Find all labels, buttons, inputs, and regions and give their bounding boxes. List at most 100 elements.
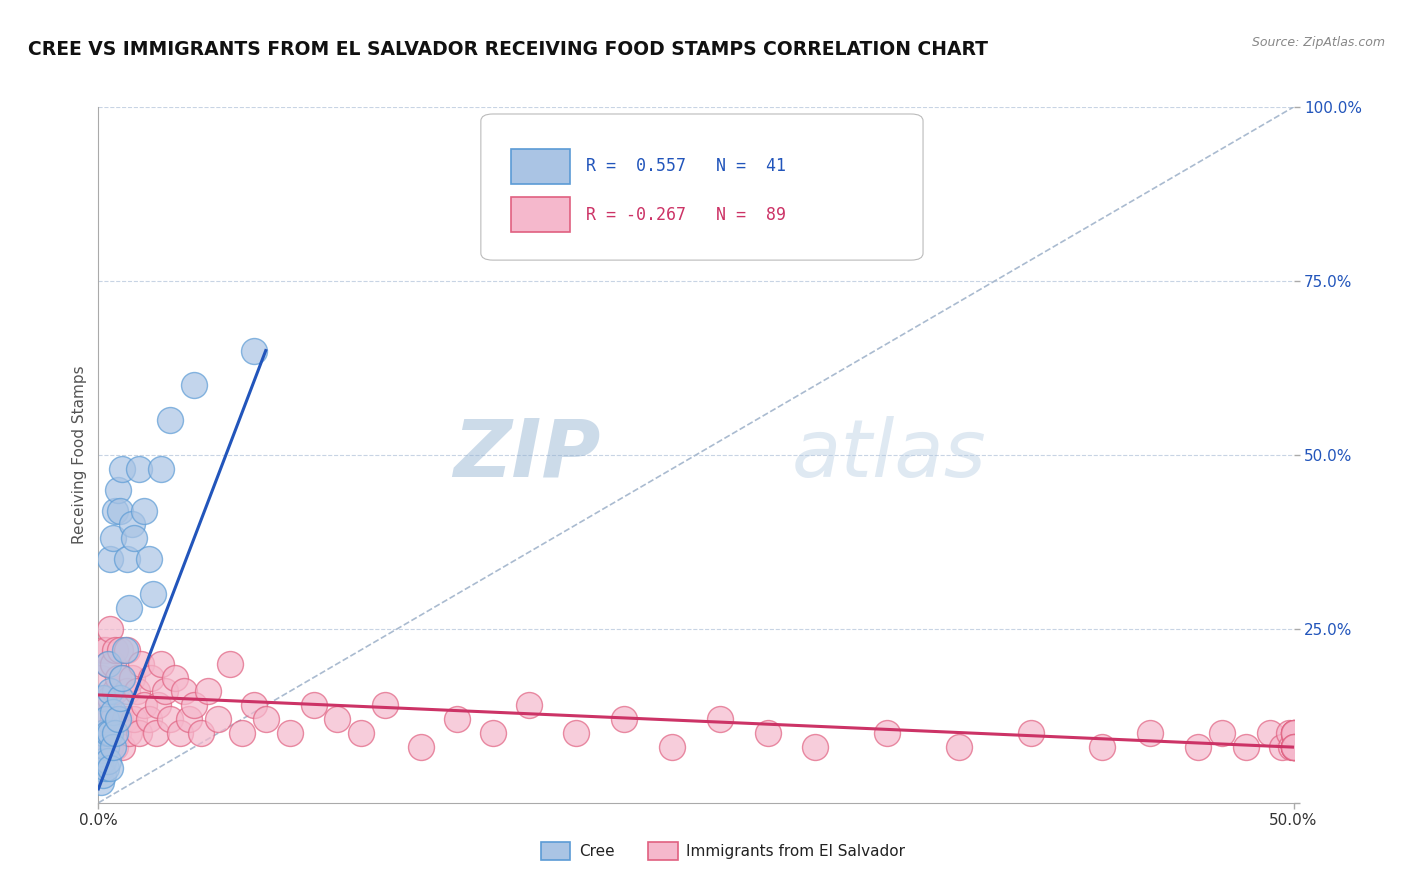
Point [254, 712, 277, 726]
Bar [510, 149, 571, 184]
Point [139, 671, 162, 685]
Point [1282, 726, 1305, 740]
Point [1282, 726, 1305, 740]
Point [98, 684, 122, 698]
Text: CREE VS IMMIGRANTS FROM EL SALVADOR RECEIVING FOOD STAMPS CORRELATION CHART: CREE VS IMMIGRANTS FROM EL SALVADOR RECE… [28, 40, 988, 59]
Point [231, 726, 253, 740]
Point [91, 726, 114, 740]
Point [111, 671, 134, 685]
Point [1139, 726, 1161, 740]
Text: atlas: atlas [792, 416, 987, 494]
Point [94, 691, 117, 706]
Point [114, 712, 136, 726]
Point [121, 671, 143, 685]
Point [326, 712, 349, 726]
Text: Immigrants from El Salvador: Immigrants from El Salvador [686, 844, 905, 859]
Bar [541, 842, 571, 860]
Point [107, 712, 129, 726]
Point [107, 671, 129, 685]
Point [94, 761, 117, 775]
Point [132, 503, 155, 517]
Point [149, 657, 172, 671]
Point [108, 691, 131, 706]
Point [190, 726, 212, 740]
Point [142, 587, 165, 601]
Point [104, 503, 127, 517]
Point [1282, 740, 1305, 755]
Point [163, 671, 186, 685]
Point [1282, 740, 1305, 755]
Point [948, 740, 970, 755]
Point [97, 726, 120, 740]
Point [124, 712, 146, 726]
Point [804, 740, 827, 755]
Point [90, 671, 112, 685]
Point [145, 726, 167, 740]
Point [97, 754, 120, 768]
Point [91, 726, 114, 740]
Point [101, 532, 124, 546]
Point [1271, 740, 1294, 755]
Point [107, 726, 129, 740]
Point [90, 761, 112, 775]
Point [197, 684, 219, 698]
Point [565, 726, 588, 740]
Point [118, 726, 141, 740]
Point [111, 462, 134, 476]
Point [132, 698, 155, 713]
Point [111, 671, 134, 685]
Point [350, 726, 373, 740]
Point [1282, 740, 1305, 755]
Point [90, 747, 112, 761]
Point [94, 740, 117, 755]
Point [149, 462, 172, 476]
Point [661, 740, 683, 755]
Point [94, 712, 117, 726]
Point [131, 657, 153, 671]
Point [94, 740, 117, 755]
Point [169, 726, 191, 740]
Point [613, 712, 636, 726]
Y-axis label: Receiving Food Stamps: Receiving Food Stamps [72, 366, 87, 544]
Point [155, 684, 177, 698]
Point [1282, 726, 1305, 740]
Point [118, 601, 141, 615]
Point [756, 726, 779, 740]
Point [1282, 740, 1305, 755]
Point [517, 698, 540, 713]
Point [876, 726, 898, 740]
Point [138, 552, 160, 566]
Point [108, 503, 131, 517]
Point [98, 552, 122, 566]
Point [243, 343, 266, 358]
Point [98, 726, 122, 740]
Point [179, 712, 201, 726]
Point [108, 642, 131, 657]
Point [125, 684, 148, 698]
Point [1234, 740, 1257, 755]
Point [1282, 726, 1305, 740]
Text: ZIP: ZIP [453, 416, 600, 494]
Point [302, 698, 325, 713]
Text: Cree: Cree [579, 844, 614, 859]
Point [94, 642, 117, 657]
Point [111, 740, 134, 755]
Point [128, 726, 150, 740]
Point [115, 642, 138, 657]
Point [101, 740, 124, 755]
Point [104, 684, 127, 698]
Point [101, 657, 124, 671]
Point [138, 712, 160, 726]
Point [98, 622, 122, 636]
Point [121, 517, 143, 532]
Point [1211, 726, 1233, 740]
Point [91, 754, 114, 768]
Point [101, 706, 124, 720]
Text: Source: ZipAtlas.com: Source: ZipAtlas.com [1251, 36, 1385, 49]
Point [159, 712, 181, 726]
Point [709, 712, 731, 726]
Point [91, 642, 114, 657]
Point [1258, 726, 1281, 740]
Point [148, 698, 170, 713]
Point [183, 378, 205, 392]
